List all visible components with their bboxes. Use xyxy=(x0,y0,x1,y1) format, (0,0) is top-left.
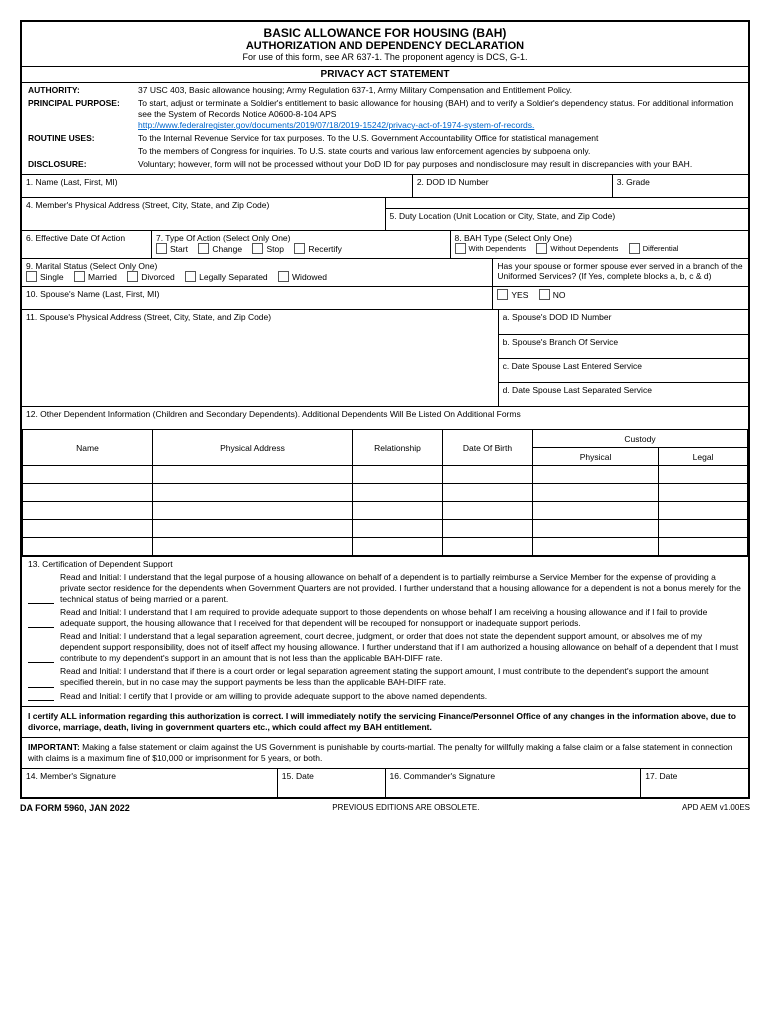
field-effdate[interactable]: 6. Effective Date Of Action xyxy=(22,231,152,258)
routine-text2: To the members of Congress for inquiries… xyxy=(138,146,742,157)
form-container: BASIC ALLOWANCE FOR HOUSING (BAH) AUTHOR… xyxy=(20,20,750,799)
checkbox-withoutdep[interactable]: Without Dependents xyxy=(536,243,618,254)
dependent-table: Name Physical Address Relationship Date … xyxy=(22,429,748,556)
checkbox-married[interactable]: Married xyxy=(74,271,117,282)
table-row[interactable] xyxy=(23,502,748,520)
field-duty[interactable]: 5. Duty Location (Unit Location or City,… xyxy=(386,208,749,230)
table-row[interactable] xyxy=(23,538,748,556)
field-spouse-dodid[interactable]: a. Spouse's DOD ID Number xyxy=(499,310,748,334)
routine-label: ROUTINE USES: xyxy=(28,133,138,144)
checkbox-withdep[interactable]: With Dependents xyxy=(455,243,527,254)
disclosure-label: DISCLOSURE: xyxy=(28,159,138,170)
authority-label: AUTHORITY: xyxy=(28,85,138,96)
footer-version: APD AEM v1.00ES xyxy=(682,803,750,813)
table-row[interactable] xyxy=(23,520,748,538)
cert-p1: Read and Initial: I understand that the … xyxy=(60,572,742,604)
field-dep-label: 12. Other Dependent Information (Childre… xyxy=(22,407,748,429)
dep-col-custody: Custody xyxy=(533,430,748,448)
spouse-served-q: Has your spouse or former spouse ever se… xyxy=(493,259,748,286)
dep-col-addr: Physical Address xyxy=(153,430,353,466)
purpose-text: To start, adjust or terminate a Soldier'… xyxy=(138,98,733,119)
table-row[interactable] xyxy=(23,484,748,502)
checkbox-separated[interactable]: Legally Separated xyxy=(185,271,268,282)
cert-section: 13. Certification of Dependent Support R… xyxy=(22,556,748,706)
cert-p3: Read and Initial: I understand that a le… xyxy=(60,631,742,663)
checkbox-single[interactable]: Single xyxy=(26,271,64,282)
privacy-statement: AUTHORITY:37 USC 403, Basic allowance ho… xyxy=(22,82,748,174)
field-name[interactable]: 1. Name (Last, First, MI) xyxy=(22,175,413,197)
dep-col-rel: Relationship xyxy=(353,430,443,466)
checkbox-divorced[interactable]: Divorced xyxy=(127,271,175,282)
purpose-label: PRINCIPAL PURPOSE: xyxy=(28,98,138,131)
checkbox-recertify[interactable]: Recertify xyxy=(294,243,342,254)
cert-header: 13. Certification of Dependent Support xyxy=(28,559,742,569)
cert-initial-5[interactable] xyxy=(28,700,54,701)
cert-initial-4[interactable] xyxy=(28,687,54,688)
checkbox-diff[interactable]: Differential xyxy=(629,243,679,254)
checkbox-stop[interactable]: Stop xyxy=(252,243,284,254)
checkbox-no[interactable]: NO xyxy=(539,289,566,300)
important-statement: IMPORTANT: Making a false statement or c… xyxy=(22,737,748,768)
field-cmdr-sig[interactable]: 16. Commander's Signature xyxy=(386,769,642,797)
cert-initial-2[interactable] xyxy=(28,627,54,628)
form-subtitle: AUTHORIZATION AND DEPENDENCY DECLARATION xyxy=(22,40,748,52)
field-action-label: 7. Type Of Action (Select Only One) xyxy=(156,233,291,243)
field-bahtype-label: 8. BAH Type (Select Only One) xyxy=(455,233,572,243)
purpose-link[interactable]: http://www.federalregister.gov/documents… xyxy=(138,120,534,130)
certify-statement: I certify ALL information regarding this… xyxy=(22,706,748,737)
field-spouse-name[interactable]: 10. Spouse's Name (Last, First, MI) xyxy=(22,287,493,309)
dep-col-legal: Legal xyxy=(659,448,748,466)
field-member-sig[interactable]: 14. Member's Signature xyxy=(22,769,278,797)
privacy-header: PRIVACY ACT STATEMENT xyxy=(22,66,748,82)
authority-text: 37 USC 403, Basic allowance housing; Arm… xyxy=(138,85,742,96)
checkbox-start[interactable]: Start xyxy=(156,243,188,254)
cert-initial-1[interactable] xyxy=(28,603,54,604)
checkbox-change[interactable]: Change xyxy=(198,243,242,254)
cert-p5: Read and Initial: I certify that I provi… xyxy=(60,691,742,702)
field-marital-label: 9. Marital Status (Select Only One) xyxy=(26,261,157,271)
field-spouse-branch[interactable]: b. Spouse's Branch Of Service xyxy=(499,335,748,359)
footer-form-number: DA FORM 5960, JAN 2022 xyxy=(20,803,130,813)
field-spouse-entered[interactable]: c. Date Spouse Last Entered Service xyxy=(499,359,748,383)
field-address[interactable]: 4. Member's Physical Address (Street, Ci… xyxy=(22,198,386,230)
form-note: For use of this form, see AR 637-1. The … xyxy=(22,52,748,66)
field-member-date[interactable]: 15. Date xyxy=(278,769,386,797)
field-cmdr-date[interactable]: 17. Date xyxy=(641,769,748,797)
checkbox-widowed[interactable]: Widowed xyxy=(278,271,327,282)
cert-p4: Read and Initial: I understand that if t… xyxy=(60,666,742,687)
field-grade[interactable]: 3. Grade xyxy=(613,175,748,197)
field-spouse-separated[interactable]: d. Date Spouse Last Separated Service xyxy=(499,383,748,406)
blank-label xyxy=(28,146,138,157)
checkbox-yes[interactable]: YES xyxy=(497,289,528,300)
dep-col-name: Name xyxy=(23,430,153,466)
cert-p2: Read and Initial: I understand that I am… xyxy=(60,607,742,628)
cert-initial-3[interactable] xyxy=(28,662,54,663)
dep-col-phys: Physical xyxy=(533,448,659,466)
field-spouse-addr[interactable]: 11. Spouse's Physical Address (Street, C… xyxy=(22,310,499,406)
dep-col-dob: Date Of Birth xyxy=(443,430,533,466)
form-footer: DA FORM 5960, JAN 2022 PREVIOUS EDITIONS… xyxy=(20,803,750,813)
table-row[interactable] xyxy=(23,466,748,484)
footer-obsolete: PREVIOUS EDITIONS ARE OBSOLETE. xyxy=(332,803,479,813)
routine-text: To the Internal Revenue Service for tax … xyxy=(138,133,742,144)
disclosure-text: Voluntary; however, form will not be pro… xyxy=(138,159,742,170)
form-title: BASIC ALLOWANCE FOR HOUSING (BAH) xyxy=(22,22,748,40)
field-dodid[interactable]: 2. DOD ID Number xyxy=(413,175,613,197)
